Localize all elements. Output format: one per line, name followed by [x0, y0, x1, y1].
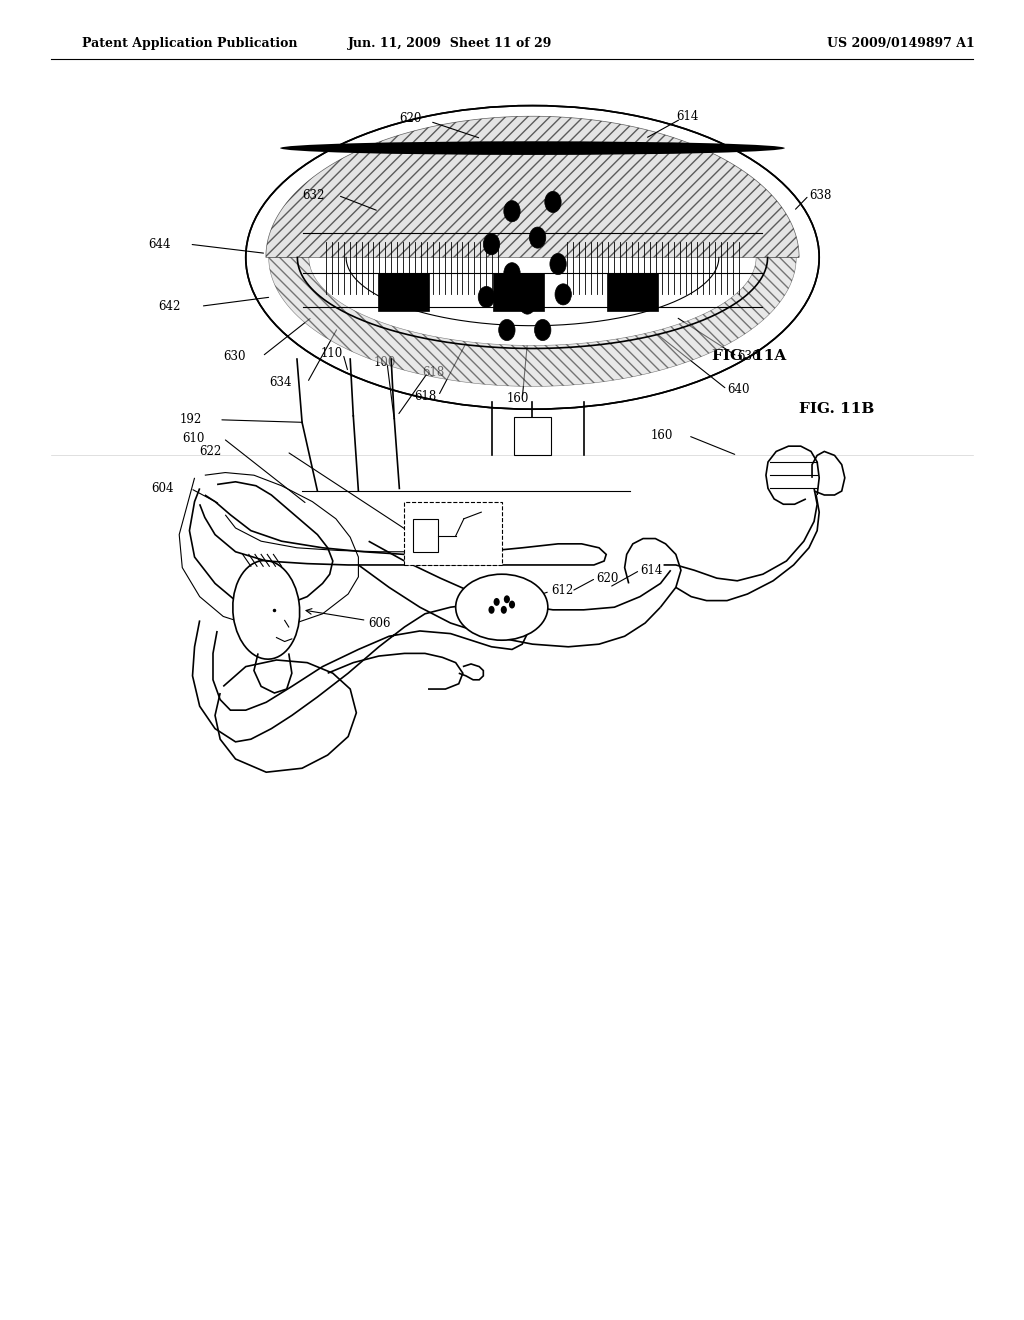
Text: FIG. 11A: FIG. 11A	[712, 350, 786, 363]
Ellipse shape	[456, 574, 548, 640]
Text: 620: 620	[596, 572, 618, 585]
Bar	[607, 272, 658, 310]
Text: 614: 614	[640, 564, 663, 577]
Circle shape	[509, 601, 515, 609]
Circle shape	[501, 606, 507, 614]
Circle shape	[499, 319, 515, 341]
Bar	[514, 417, 551, 454]
Bar	[378, 272, 429, 310]
Text: 640: 640	[727, 383, 750, 396]
Circle shape	[478, 286, 495, 308]
PathPatch shape	[266, 116, 799, 257]
Circle shape	[555, 284, 571, 305]
Circle shape	[545, 191, 561, 213]
Ellipse shape	[281, 141, 784, 154]
Circle shape	[504, 201, 520, 222]
Circle shape	[519, 293, 536, 314]
Ellipse shape	[232, 561, 300, 659]
Text: 604: 604	[152, 482, 174, 495]
Text: Patent Application Publication: Patent Application Publication	[82, 37, 297, 50]
Circle shape	[488, 606, 495, 614]
Text: 630: 630	[223, 350, 246, 363]
Text: 644: 644	[148, 238, 171, 251]
Text: 160: 160	[507, 392, 529, 405]
Text: 100: 100	[374, 356, 396, 370]
Text: 192: 192	[179, 413, 202, 426]
Text: 642: 642	[159, 300, 181, 313]
Text: 614: 614	[676, 110, 698, 123]
Text: 634: 634	[269, 376, 292, 389]
Text: 618: 618	[422, 366, 444, 379]
Circle shape	[494, 598, 500, 606]
Bar	[493, 272, 544, 310]
Text: US 2009/0149897 A1: US 2009/0149897 A1	[827, 37, 975, 50]
Bar	[404, 502, 502, 565]
Text: FIG. 11B: FIG. 11B	[799, 403, 874, 416]
Ellipse shape	[246, 106, 819, 409]
Text: 618: 618	[415, 389, 437, 403]
Circle shape	[535, 319, 551, 341]
Circle shape	[504, 595, 510, 603]
PathPatch shape	[268, 257, 797, 387]
Text: 612: 612	[551, 583, 573, 597]
Text: 622: 622	[200, 445, 222, 458]
Text: Jun. 11, 2009  Sheet 11 of 29: Jun. 11, 2009 Sheet 11 of 29	[348, 37, 553, 50]
Text: 610: 610	[182, 432, 205, 445]
Text: 620: 620	[399, 112, 422, 125]
Text: 606: 606	[369, 616, 391, 630]
Circle shape	[504, 263, 520, 284]
Text: 110: 110	[321, 347, 343, 360]
Circle shape	[550, 253, 566, 275]
Circle shape	[483, 234, 500, 255]
Text: 638: 638	[809, 189, 831, 202]
Text: 632: 632	[302, 189, 325, 202]
Text: 160: 160	[650, 429, 673, 442]
Bar	[413, 519, 438, 552]
Circle shape	[529, 227, 546, 248]
Text: 636: 636	[737, 350, 760, 363]
